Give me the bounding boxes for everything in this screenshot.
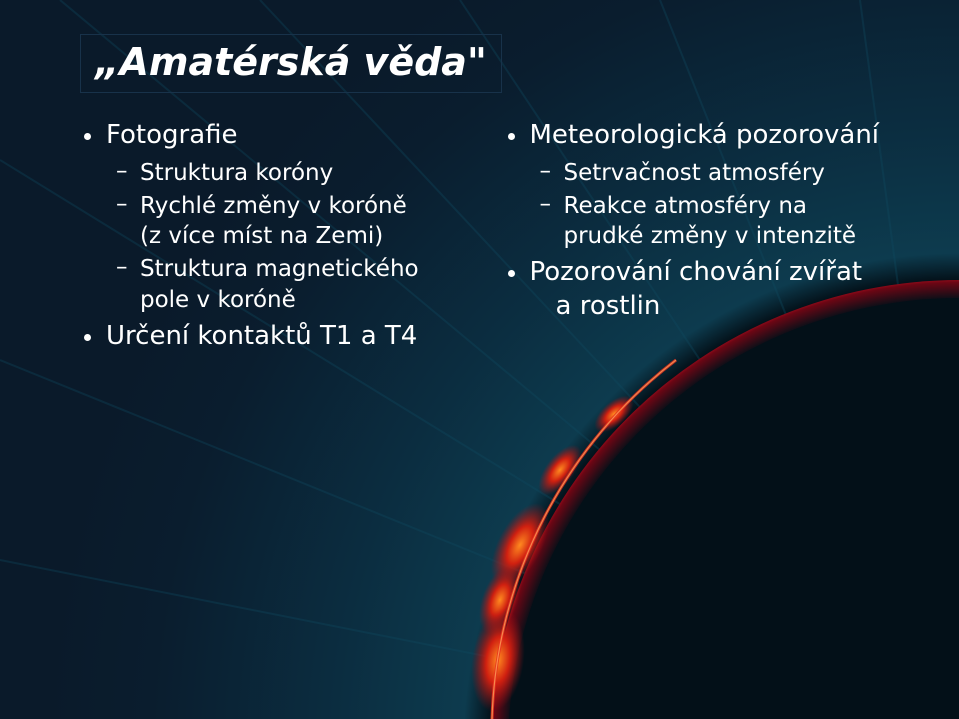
bullet-label: Fotografie [106,120,238,150]
sub-list-item: Rychlé změny v koróně (z více míst na Ze… [106,191,466,253]
list-item: Pozorování chování zvířat a rostlin [504,256,890,323]
two-column-layout: Fotografie Struktura koróny Rychlé změny… [80,119,889,358]
sub-list-item: Reakce atmosféry na prudké změny v inten… [530,191,890,253]
list-item: Meteorologická pozorování Setrvačnost at… [504,119,890,253]
bullet-label: Meteorologická pozorování [530,120,880,150]
title-box: „Amatérská věda" [80,34,502,93]
bullet-label: Pozorování chování zvířat [530,257,863,287]
sub-list-item: Struktura magnetického pole v koróně [106,254,466,316]
bullet-continuation: a rostlin [530,291,661,321]
sub-bullet-label: Struktura magnetického pole v koróně [140,254,466,316]
sub-bullet-label: Reakce atmosféry na prudké změny v inten… [564,191,890,253]
slide-content: „Amatérská věda" Fotografie Struktura ko… [0,0,959,357]
list-item: Fotografie Struktura koróny Rychlé změny… [80,119,466,316]
right-column: Meteorologická pozorování Setrvačnost at… [504,119,890,358]
sub-bullet-label: Struktura koróny [140,160,333,186]
list-item: Určení kontaktů T1 a T4 [80,320,466,353]
left-column: Fotografie Struktura koróny Rychlé změny… [80,119,466,358]
sub-list-item: Struktura koróny [106,158,466,189]
sub-bullet-label: Rychlé změny v koróně (z více míst na Ze… [140,191,466,253]
sub-bullet-label: Setrvačnost atmosféry [564,160,825,186]
sub-list-item: Setrvačnost atmosféry [530,158,890,189]
slide-title: „Amatérská věda" [95,41,487,84]
bullet-label: Určení kontaktů T1 a T4 [106,321,417,351]
